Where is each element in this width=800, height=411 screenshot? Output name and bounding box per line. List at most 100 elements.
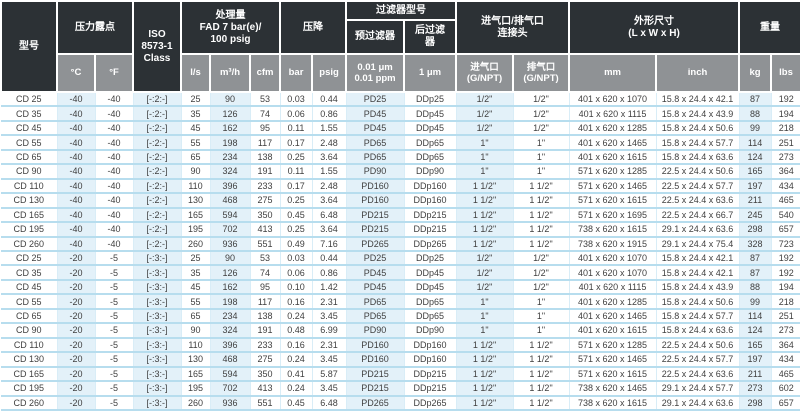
table-cell: 1 1/2" xyxy=(455,366,514,383)
unit-header-psig: psig xyxy=(311,53,348,93)
table-row: CD 260 -20 -5 [-:3:-] 260 936 551 0.45 6.48 PD265… xyxy=(1,395,800,411)
table-cell: DDp45 xyxy=(403,279,457,296)
table-cell: PD25 xyxy=(345,92,405,108)
table-cell: -5 xyxy=(94,265,133,281)
table-cell: [-:2:-] xyxy=(132,120,181,137)
table-cell: 29.1 x 24.4 x 75.4 xyxy=(655,236,740,253)
table-cell: -40 xyxy=(56,236,95,253)
table-cell: [-:3:-] xyxy=(132,323,181,339)
table-cell: 468 xyxy=(209,352,250,368)
table-cell: 0.17 xyxy=(279,178,313,195)
table-cell: 1 1/2" xyxy=(512,366,570,383)
table-cell: 571 x 620 x 1465 xyxy=(568,178,657,195)
col-header-dimensions: 外形尺寸 (L x W x H) xyxy=(568,0,741,55)
table-cell: PD45 xyxy=(345,120,405,137)
table-cell: 251 xyxy=(770,308,800,325)
table-cell: 95 xyxy=(249,120,281,137)
table-cell: -20 xyxy=(56,337,95,354)
table-cell: 1" xyxy=(512,149,570,166)
table-cell: PD215 xyxy=(345,381,405,397)
table-cell: PD90 xyxy=(345,164,405,180)
table-cell: 195 xyxy=(180,222,210,238)
table-cell: [-:2:-] xyxy=(132,178,181,195)
table-cell: -5 xyxy=(94,308,133,325)
table-cell: 0.86 xyxy=(311,265,347,281)
table-cell: 138 xyxy=(249,149,281,166)
table-cell: [-:3:-] xyxy=(132,279,181,296)
table-cell: 1/2" xyxy=(455,279,514,296)
table-row: CD 45 -20 -5 [-:3:-] 45 162 95 0.10 1.42 PD45 DDp4… xyxy=(1,279,800,296)
table-cell: 350 xyxy=(249,207,281,224)
table-cell: DDp90 xyxy=(403,323,457,339)
table-cell: -20 xyxy=(56,250,95,267)
table-cell: 126 xyxy=(209,106,250,122)
table-cell: 5.87 xyxy=(311,366,347,383)
table-cell: 3.64 xyxy=(311,193,347,209)
table-cell: [-:2:-] xyxy=(132,92,181,108)
table-row: CD 165 -40 -40 [-:2:-] 165 594 350 0.45 6.48 PD21… xyxy=(1,207,800,224)
table-cell: 1" xyxy=(512,323,570,339)
table-cell: 124 xyxy=(738,149,772,166)
table-cell: PD265 xyxy=(345,395,405,411)
table-cell: -5 xyxy=(94,294,133,310)
table-cell: PD45 xyxy=(345,106,405,122)
table-cell: 22.5 x 24.4 x 66.7 xyxy=(655,207,740,224)
table-cell: PD65 xyxy=(345,308,405,325)
table-cell: -20 xyxy=(56,381,95,397)
table-cell: -5 xyxy=(94,279,133,296)
table-cell: 260 xyxy=(180,395,210,411)
table-cell: 29.1 x 24.4 x 57.7 xyxy=(655,381,740,397)
table-row: CD 35 -20 -5 [-:3:-] 35 126 74 0.06 0.86 PD45 DDp4… xyxy=(1,265,800,281)
table-cell: 1 1/2" xyxy=(512,381,570,397)
table-row: CD 130 -40 -40 [-:2:-] 130 468 275 0.25 3.64 PD16… xyxy=(1,193,800,209)
table-cell: 15.8 x 24.4 x 42.1 xyxy=(655,250,740,267)
table-cell: 29.1 x 24.4 x 63.6 xyxy=(655,222,740,238)
table-cell: PD45 xyxy=(345,279,405,296)
table-row: CD 195 -40 -40 [-:2:-] 195 702 413 0.25 3.64 PD21… xyxy=(1,222,800,238)
table-cell: 275 xyxy=(249,352,281,368)
table-cell: DDp160 xyxy=(403,178,457,195)
table-cell: 738 x 620 x 1915 xyxy=(568,236,657,253)
table-cell: 130 xyxy=(180,352,210,368)
table-cell: 35 xyxy=(180,106,210,122)
table-cell: DDp265 xyxy=(403,236,457,253)
table-cell: 434 xyxy=(770,178,800,195)
table-cell: 233 xyxy=(249,178,281,195)
table-cell: 1 1/2" xyxy=(455,236,514,253)
unit-header-afterfilter-rating: 1 μm xyxy=(403,53,458,93)
table-row: CD 65 -40 -40 [-:2:-] 65 234 138 0.25 3.64 PD65 DD… xyxy=(1,149,800,166)
table-cell: 114 xyxy=(738,308,772,325)
table-cell: 0.10 xyxy=(279,279,313,296)
table-cell: 110 xyxy=(180,178,210,195)
table-cell: [-:3:-] xyxy=(132,352,181,368)
table-cell: 465 xyxy=(770,366,800,383)
table-row: CD 45 -40 -40 [-:2:-] 45 162 95 0.11 1.55 PD45 DDp… xyxy=(1,120,800,137)
unit-header-cfm: cfm xyxy=(248,53,282,93)
table-cell: 401 x 620 x 1285 xyxy=(568,120,657,137)
table-cell: 87 xyxy=(738,92,772,108)
table-cell: 1/2" xyxy=(455,92,514,108)
table-cell: 25 xyxy=(180,92,210,108)
col-header-afterfilter: 后过滤 器 xyxy=(403,19,458,55)
table-cell: 191 xyxy=(249,164,281,180)
table-cell: 192 xyxy=(770,250,800,267)
table-cell: 22.5 x 24.4 x 50.6 xyxy=(655,337,740,354)
table-cell: 233 xyxy=(249,337,281,354)
table-cell: 197 xyxy=(738,352,772,368)
table-cell: PD25 xyxy=(345,250,405,267)
table-cell: 1/2" xyxy=(512,92,570,108)
table-cell: DDp215 xyxy=(403,366,457,383)
table-cell: 594 xyxy=(209,207,250,224)
table-cell: 0.48 xyxy=(279,323,313,339)
table-cell: 6.48 xyxy=(311,207,347,224)
table-cell: [-:3:-] xyxy=(132,308,181,325)
table-cell: [-:2:-] xyxy=(132,149,181,166)
table-cell: 413 xyxy=(249,381,281,397)
table-cell: 1/2" xyxy=(455,265,514,281)
table-cell: 275 xyxy=(249,193,281,209)
table-cell: DDp90 xyxy=(403,164,457,180)
unit-header-prefilter-rating: 0.01 μm 0.01 ppm xyxy=(345,53,406,93)
table-cell: [-:2:-] xyxy=(132,164,181,180)
table-cell: CD 25 xyxy=(1,250,57,267)
